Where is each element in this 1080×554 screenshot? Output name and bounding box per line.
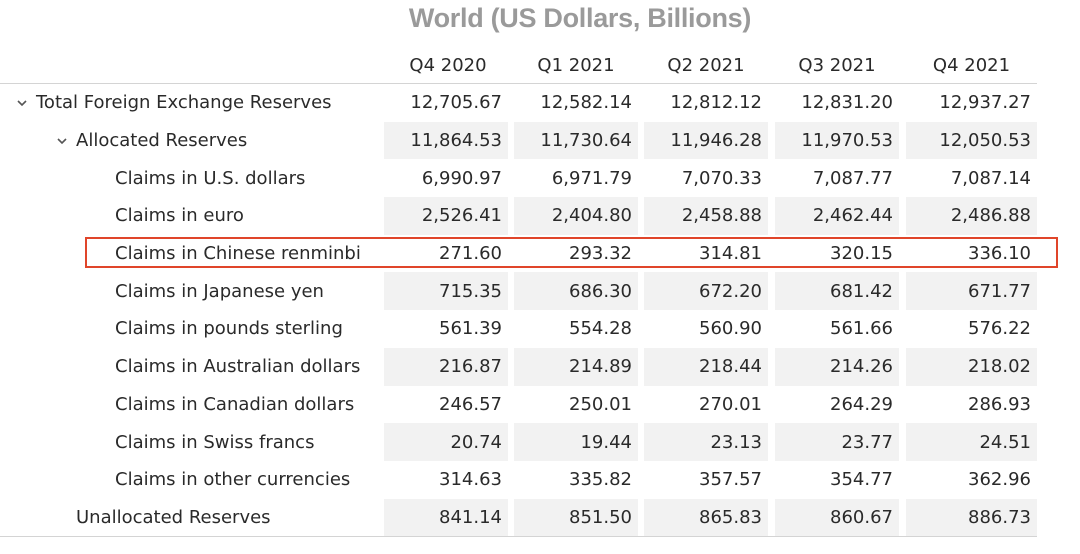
column-header[interactable]: Q4 2021: [932, 54, 1011, 76]
table-cell: 2,526.41: [384, 197, 508, 235]
table-cell: 6,990.97: [421, 167, 502, 189]
table-cell: 214.89: [514, 347, 638, 386]
table-cell: 7,087.14: [950, 167, 1031, 189]
table-cell: 218.44: [644, 347, 768, 386]
row-label: Claims in Swiss francs: [115, 431, 315, 453]
table-cell: 851.50: [514, 498, 638, 537]
column-header[interactable]: Q4 2020: [409, 54, 487, 76]
header-row: Q4 2020 Q1 2021 Q2 2021 Q3 2021 Q4 2021: [0, 47, 1037, 84]
column-header[interactable]: Q3 2021: [798, 54, 876, 76]
table-cell: 2,486.88: [906, 197, 1037, 235]
row-label: Claims in pounds sterling: [115, 318, 343, 340]
table-cell: 561.66: [830, 318, 893, 340]
table-cell: 335.82: [569, 469, 632, 491]
table-cell: 218.02: [906, 347, 1037, 386]
row-label: Claims in euro: [115, 205, 244, 227]
table-cell: 320.15: [830, 243, 893, 265]
table-cell: 671.77: [906, 272, 1037, 311]
table-cell: 12,831.20: [801, 92, 893, 114]
table-cell: 554.28: [569, 318, 632, 340]
table-cell: 12,937.27: [939, 92, 1031, 114]
table-cell: 7,070.33: [681, 167, 762, 189]
table-cell: 24.51: [906, 423, 1037, 461]
row-label: Claims in Japanese yen: [115, 280, 324, 302]
table-row: Claims in U.S. dollars 6,990.97 6,971.79…: [0, 159, 1037, 197]
table-cell: 681.42: [775, 272, 899, 311]
table-cell: 11,864.53: [384, 121, 508, 160]
table-bottom-divider: [0, 536, 1037, 537]
row-toggle-allocated[interactable]: Allocated Reserves: [56, 122, 247, 160]
table-row: Claims in Swiss francs 20.74 19.44 23.13…: [0, 423, 1037, 461]
table-cell: 270.01: [699, 393, 762, 415]
table-cell: 560.90: [699, 318, 762, 340]
row-label: Claims in Canadian dollars: [115, 393, 355, 415]
table-cell: 314.81: [699, 243, 762, 265]
table-cell: 264.29: [830, 393, 893, 415]
table-cell: 250.01: [569, 393, 632, 415]
table-cell: 11,730.64: [514, 121, 638, 160]
table-cell: 561.39: [439, 318, 502, 340]
table-cell: 576.22: [968, 318, 1031, 340]
table-row: Claims in pounds sterling 561.39 554.28 …: [0, 310, 1037, 348]
table-cell: 12,582.14: [540, 92, 632, 114]
table-row: Claims in other currencies 314.63 335.82…: [0, 461, 1037, 499]
column-header[interactable]: Q1 2021: [537, 54, 615, 76]
table-cell: 271.60: [439, 243, 502, 265]
table-cell: 19.44: [514, 423, 638, 461]
table-cell: 2,458.88: [644, 197, 768, 235]
table-cell: 2,404.80: [514, 197, 638, 235]
row-label: Unallocated Reserves: [76, 506, 271, 528]
chevron-down-icon[interactable]: [16, 97, 28, 109]
row-label: Claims in U.S. dollars: [115, 167, 306, 189]
table-row: Claims in euro 2,526.41 2,404.80 2,458.8…: [0, 197, 1037, 235]
table-row: Allocated Reserves 11,864.53 11,730.64 1…: [0, 121, 1037, 160]
table-title: World (US Dollars, Billions): [408, 3, 752, 33]
table-cell: 362.96: [968, 469, 1031, 491]
table-row: Total Foreign Exchange Reserves 12,705.6…: [0, 84, 1037, 122]
table-cell: 841.14: [384, 498, 508, 537]
row-label: Claims in other currencies: [115, 469, 351, 491]
table-row-highlighted: Claims in Chinese renminbi 271.60 293.32…: [0, 235, 1037, 273]
table-cell: 214.26: [775, 347, 899, 386]
table-cell: 12,050.53: [906, 121, 1037, 160]
row-label: Claims in Australian dollars: [115, 356, 361, 378]
table-cell: 686.30: [514, 272, 638, 311]
table-row: Claims in Canadian dollars 246.57 250.01…: [0, 386, 1037, 424]
table-cell: 12,705.67: [410, 92, 502, 114]
table-cell: 23.77: [775, 423, 899, 461]
table-cell: 357.57: [699, 469, 762, 491]
table-cell: 6,971.79: [551, 167, 632, 189]
table-cell: 12,812.12: [670, 92, 762, 114]
reserves-table: Q4 2020 Q1 2021 Q2 2021 Q3 2021 Q4 2021 …: [0, 47, 1037, 537]
table-cell: 336.10: [968, 243, 1031, 265]
table-cell: 860.67: [775, 498, 899, 537]
table-cell: 2,462.44: [775, 197, 899, 235]
table-cell: 7,087.77: [812, 167, 893, 189]
table-cell: 23.13: [644, 423, 768, 461]
row-label: Claims in Chinese renminbi: [115, 243, 361, 265]
table-cell: 11,946.28: [644, 121, 768, 160]
table-cell: 286.93: [968, 393, 1031, 415]
table-cell: 672.20: [644, 272, 768, 311]
table-cell: 354.77: [830, 469, 893, 491]
table-row: Unallocated Reserves 841.14 851.50 865.8…: [0, 498, 1037, 537]
column-header[interactable]: Q2 2021: [667, 54, 745, 76]
table-cell: 314.63: [439, 469, 502, 491]
row-toggle-total[interactable]: Total Foreign Exchange Reserves: [16, 84, 332, 122]
chevron-down-icon[interactable]: [56, 135, 68, 147]
table-cell: 246.57: [439, 393, 502, 415]
table-cell: 11,970.53: [775, 121, 899, 160]
row-label: Total Foreign Exchange Reserves: [36, 92, 332, 114]
table-cell: 865.83: [644, 498, 768, 537]
table-row: Claims in Australian dollars 216.87 214.…: [0, 347, 1037, 386]
table-row: Claims in Japanese yen 715.35 686.30 672…: [0, 272, 1037, 311]
row-label: Allocated Reserves: [76, 130, 248, 152]
table-cell: 715.35: [384, 272, 508, 311]
table-cell: 216.87: [384, 347, 508, 386]
table-cell: 20.74: [384, 423, 508, 461]
table-cell: 293.32: [569, 243, 632, 265]
table-cell: 886.73: [906, 498, 1037, 537]
